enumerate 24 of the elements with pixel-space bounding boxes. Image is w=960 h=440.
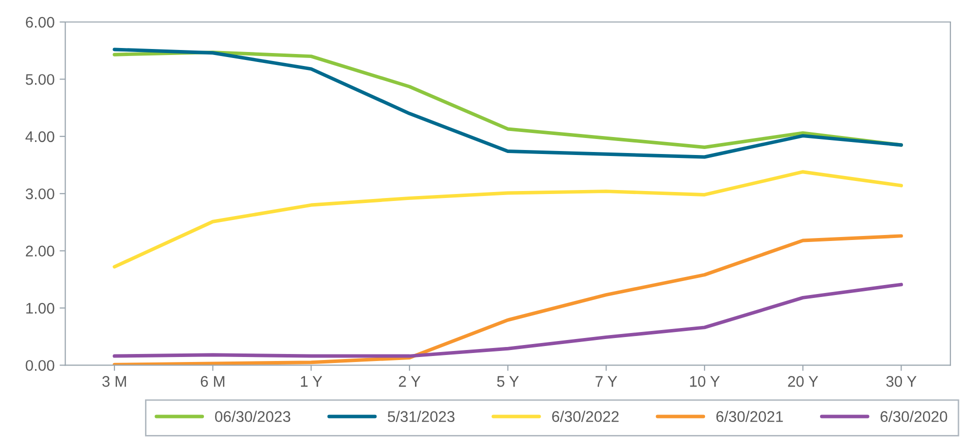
x-tick-label: 7 Y — [596, 376, 618, 387]
x-tick-label: 5 Y — [497, 376, 519, 387]
x-tick-label: 20 Y — [788, 376, 818, 387]
x-tick-label: 6 M — [200, 376, 224, 387]
x-tick-label: 30 Y — [886, 376, 916, 387]
legend-label: 6/30/2022 — [552, 410, 619, 422]
x-tick-label: 1 Y — [300, 376, 322, 387]
x-tick-label: 2 Y — [398, 376, 420, 387]
y-tick-label: 2.00 — [26, 246, 54, 256]
x-tick-label: 3 M — [102, 376, 126, 387]
line-series — [112, 282, 903, 358]
x-tick-label: 10 Y — [690, 376, 720, 387]
line-series — [112, 170, 903, 269]
legend-label: 5/31/2023 — [388, 410, 454, 422]
line-series — [112, 234, 903, 366]
y-tick-label: 4.00 — [25, 131, 54, 142]
y-tick-label: 0.00 — [26, 360, 54, 371]
y-tick-label: 1.00 — [26, 302, 54, 314]
legend-label: 6/30/2021 — [716, 410, 783, 422]
y-tick-label: 5.00 — [26, 74, 54, 85]
y-tick-label: 3.00 — [26, 188, 54, 200]
legend-label: 6/30/2020 — [880, 410, 948, 422]
legend-label: 06/30/2023 — [215, 410, 290, 422]
y-tick-label: 6.00 — [26, 16, 54, 28]
